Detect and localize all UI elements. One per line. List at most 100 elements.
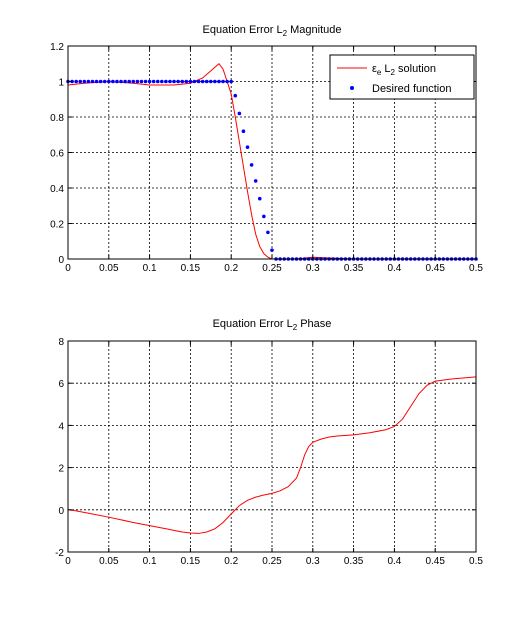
- magnitude-ytick-label: 0.2: [50, 220, 64, 231]
- magnitude-series-point: [131, 79, 136, 84]
- legend-box: [329, 54, 475, 100]
- magnitude-ytick-label: 1.2: [50, 42, 64, 53]
- magnitude-series-point: [245, 145, 250, 149]
- magnitude-series-point: [155, 79, 160, 84]
- magnitude-ytick-label: 0.6: [50, 149, 64, 160]
- magnitude-series-point: [168, 79, 172, 84]
- phase-title: Equation Error L2 Phase: [213, 318, 332, 332]
- magnitude-xtick-label: 0.05: [99, 263, 119, 274]
- magnitude-series-point: [143, 79, 148, 84]
- phase-ytick-label: 4: [58, 421, 64, 432]
- magnitude-series-point: [237, 111, 242, 116]
- magnitude-series-point: [200, 79, 205, 84]
- magnitude-series-point: [225, 79, 229, 84]
- magnitude-ytick-label: 1: [58, 78, 64, 89]
- phase-xtick-label: 0: [65, 556, 71, 567]
- phase-xtick-label: 0.05: [99, 556, 119, 567]
- phase-xtick-label: 0.2: [224, 556, 238, 567]
- magnitude-series-point: [217, 79, 221, 84]
- magnitude-series-point: [160, 79, 164, 84]
- magnitude-ytick-label: 0.4: [50, 184, 64, 195]
- magnitude-ticks: 0 0.05 0.1 0.15 0.2 0.25 0.3 0.35 0.4 0.45 0.5 0 0.2…: [50, 42, 483, 274]
- magnitude-xtick-label: 0.3: [306, 263, 320, 274]
- magnitude-series-point: [78, 79, 83, 84]
- magnitude-series-point: [221, 79, 225, 84]
- magnitude-series-point: [74, 79, 78, 84]
- magnitude-series-point: [123, 79, 127, 84]
- magnitude-series-point: [213, 79, 217, 84]
- magnitude-series-point: [82, 79, 87, 84]
- phase-xtick-label: 0.35: [344, 556, 364, 567]
- magnitude-series-point: [135, 79, 140, 84]
- magnitude-series-point: [262, 214, 266, 219]
- phase-ticks: 0 0.05 0.1 0.15 0.2 0.25 0.3 0.35 0.4 0.45 0.5-202…: [55, 337, 483, 567]
- phase-xtick-label: 0.1: [143, 556, 157, 567]
- magnitude-grid: [68, 46, 476, 259]
- phase-xtick-label: 0.3: [306, 556, 320, 567]
- magnitude-series-point: [270, 248, 274, 252]
- magnitude-ytick-label: 0: [58, 255, 64, 266]
- magnitude-xtick-label: 0.1: [143, 263, 157, 274]
- magnitude-series-point: [94, 79, 99, 84]
- magnitude-series-point: [86, 79, 91, 84]
- phase-grid: [68, 341, 476, 552]
- magnitude-xtick-label: 0.4: [387, 263, 401, 274]
- magnitude-series-point: [188, 79, 193, 84]
- phase-xtick-label: 0.15: [181, 556, 201, 567]
- magnitude-series-point: [147, 79, 152, 84]
- magnitude-series-point: [98, 79, 103, 84]
- magnitude-series-point: [257, 196, 262, 201]
- magnitude-series-point: [139, 79, 144, 84]
- magnitude-series-point: [119, 79, 123, 84]
- magnitude-series-point: [180, 79, 185, 84]
- phase-xtick-label: 0.5: [469, 556, 483, 567]
- magnitude-series-point: [196, 79, 201, 84]
- magnitude-series-point: [233, 93, 238, 98]
- magnitude-series-point: [184, 79, 189, 84]
- magnitude-series-point: [70, 79, 74, 84]
- magnitude-series-point: [241, 129, 246, 133]
- magnitude-legend: εe L2 solution Desired function: [329, 54, 475, 100]
- magnitude-xtick-label: 0.5: [469, 263, 483, 274]
- magnitude-series-point: [253, 179, 258, 183]
- phase-axes: Equation Error L2 Phase 0 0.05 0.1 0.15 0.2 0…: [55, 318, 483, 567]
- magnitude-series-point: [176, 79, 180, 84]
- phase-series-line-0: [67, 376, 477, 534]
- phase-xtick-label: 0.4: [387, 556, 401, 567]
- magnitude-series-point: [229, 79, 233, 84]
- magnitude-xtick-label: 0: [65, 263, 71, 274]
- magnitude-xtick-label: 0.35: [344, 263, 364, 274]
- phase-ytick-label: 6: [58, 379, 64, 390]
- magnitude-title: Equation Error L2 Magnitude: [203, 24, 342, 38]
- magnitude-series-point: [209, 79, 213, 84]
- magnitude-series-point: [90, 79, 95, 84]
- magnitude-series-point: [204, 79, 209, 84]
- phase-series: [67, 376, 477, 534]
- magnitude-ytick-label: 0.8: [50, 113, 64, 124]
- phase-xtick-label: 0.45: [425, 556, 445, 567]
- magnitude-xtick-label: 0.45: [425, 263, 445, 274]
- magnitude-series-point: [115, 79, 119, 84]
- legend-label-desired: Desired function: [372, 83, 452, 95]
- phase-ytick-label: 2: [58, 464, 64, 475]
- magnitude-series-point: [111, 79, 115, 84]
- magnitude-series-point: [107, 79, 111, 84]
- magnitude-series-point: [192, 79, 197, 84]
- phase-xtick-label: 0.25: [262, 556, 282, 567]
- phase-ytick-label: -2: [55, 548, 64, 559]
- phase-ytick-label: 8: [58, 337, 64, 348]
- magnitude-series-point: [164, 79, 168, 84]
- phase-ytick-label: 0: [58, 506, 64, 517]
- magnitude-series-point: [266, 230, 270, 235]
- legend-label-solution: εe L2 solution: [372, 63, 436, 77]
- magnitude-xtick-label: 0.2: [224, 263, 238, 274]
- magnitude-series-point: [151, 79, 156, 84]
- magnitude-axes: Equation Error L2 Magnitude 0 0.05 0.1 0.15…: [50, 24, 483, 274]
- magnitude-series-point: [102, 79, 107, 84]
- magnitude-series-point: [172, 79, 176, 84]
- legend-marker-desired: [350, 86, 354, 90]
- magnitude-xtick-label: 0.15: [181, 263, 201, 274]
- magnitude-series-point: [249, 163, 254, 167]
- magnitude-xtick-label: 0.25: [262, 263, 282, 274]
